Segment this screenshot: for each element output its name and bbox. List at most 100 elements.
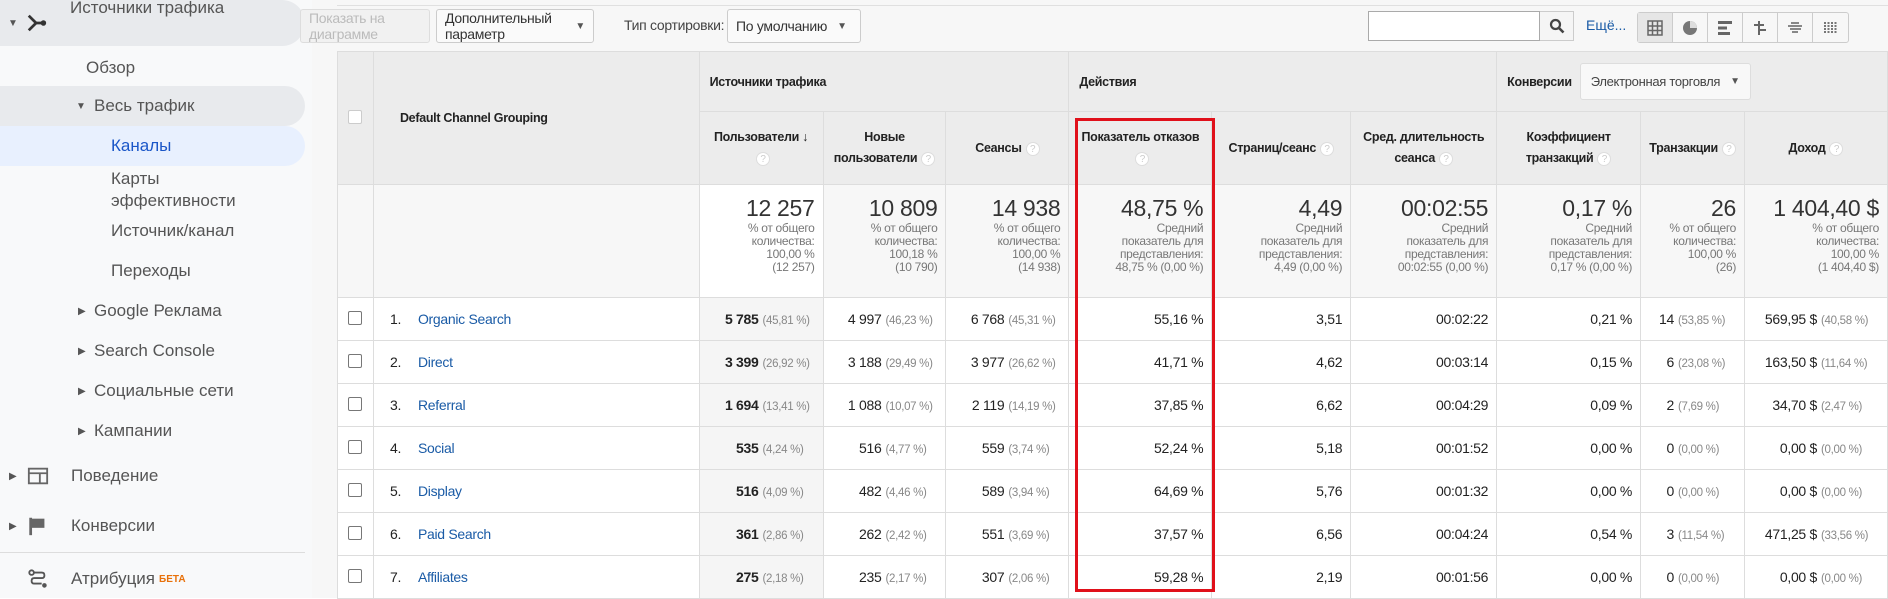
dropdown-label: Дополнительный параметр [445, 10, 552, 42]
help-icon[interactable]: ? [1025, 141, 1040, 156]
comparison-view-icon[interactable] [1743, 13, 1778, 42]
sidebar-label: Атрибуция [71, 569, 156, 588]
cell-value: 516 [859, 440, 882, 456]
sidebar-item-channels[interactable]: Каналы [0, 126, 305, 166]
cell-value: 5,18 [1316, 440, 1343, 456]
total-note: (12 257) [772, 260, 815, 274]
row-checkbox[interactable] [348, 439, 363, 454]
cell-value: 37,85 % [1154, 397, 1204, 413]
cell-percent: (11,54 %) [1678, 530, 1725, 542]
channel-link[interactable]: Paid Search [417, 526, 491, 542]
cell-value: 00:01:56 [1436, 569, 1489, 585]
help-icon[interactable]: ? [1135, 152, 1150, 166]
sidebar-item-google-ads[interactable]: ▶ Google Реклама [0, 294, 305, 328]
column-header-pages-per-session[interactable]: Страниц/сеанс? [1211, 111, 1352, 185]
pivot-view-icon[interactable] [1813, 13, 1848, 42]
search-input[interactable] [1368, 11, 1540, 41]
help-icon[interactable]: ? [1721, 141, 1736, 156]
sidebar-item-search-console[interactable]: ▶ Search Console [0, 334, 305, 368]
sidebar-item-acquisition[interactable]: ▼ Источники трафика [0, 0, 305, 46]
total-note: (1 404,40 $) [1817, 260, 1879, 274]
row-checkbox[interactable] [348, 310, 363, 325]
select-all-checkbox[interactable] [348, 109, 363, 124]
sidebar-item-conversions[interactable]: ▶ Конверсии [0, 508, 305, 544]
column-header-label: Страниц/сеанс [1228, 140, 1317, 155]
row-checkbox[interactable] [348, 353, 363, 368]
pie-view-icon[interactable] [1673, 13, 1708, 42]
caret-right-icon: ▶ [9, 470, 17, 482]
channel-link[interactable]: Affiliates [417, 569, 468, 585]
column-header-transaction-rate[interactable]: Коэффициент транзакций? [1496, 111, 1642, 185]
row-select-cell [337, 297, 374, 341]
total-note: Средний [1585, 221, 1633, 235]
help-icon[interactable]: ? [1320, 141, 1335, 156]
column-header-avg-session-duration[interactable]: Сред. длительность сеанса? [1350, 111, 1498, 185]
cell-percent: (4,46 %) [885, 487, 927, 499]
help-icon[interactable]: ? [756, 152, 771, 166]
sidebar-item-campaigns[interactable]: ▶ Кампании [0, 414, 305, 448]
table-view-icon[interactable] [1638, 13, 1673, 42]
row-checkbox[interactable] [348, 568, 363, 583]
column-header-bounce-rate[interactable]: Показатель отказов? [1068, 111, 1213, 185]
term-cloud-icon[interactable] [1778, 13, 1813, 42]
help-icon[interactable]: ? [1597, 152, 1612, 166]
cell-new-users: 516 (4,77 %) [822, 426, 947, 470]
sidebar-item-attribution[interactable]: Атрибуция БЕТА [0, 562, 305, 596]
cell-value: 41,71 % [1154, 354, 1204, 370]
help-icon[interactable]: ? [1439, 152, 1454, 166]
dropdown-arrow-icon: ▼ [575, 20, 585, 32]
caret-down-icon: ▼ [8, 17, 18, 29]
goal-select-dropdown[interactable]: Электронная торговля ▼ [1579, 63, 1751, 100]
secondary-dimension-dropdown[interactable]: Дополнительный параметр ▼ [436, 9, 594, 43]
cell-value: 6 [1666, 354, 1675, 370]
column-header-transactions[interactable]: Транзакции? [1640, 111, 1746, 185]
sidebar-item-overview[interactable]: Обзор [0, 52, 305, 84]
row-number: 7. [389, 569, 402, 585]
row-checkbox[interactable] [348, 525, 363, 540]
sort-type-dropdown[interactable]: По умолчанию ▼ [727, 9, 861, 43]
column-header-revenue[interactable]: Доход? [1744, 111, 1888, 185]
column-header-sessions[interactable]: Сеансы? [945, 111, 1070, 185]
channel-link[interactable]: Display [417, 483, 462, 499]
search-button[interactable] [1540, 11, 1574, 41]
channel-link[interactable]: Direct [417, 354, 453, 370]
more-link[interactable]: Ещё... [1586, 17, 1627, 33]
cell-value: 0,00 % [1590, 569, 1633, 585]
total-note: показатель для [1406, 234, 1489, 248]
column-header-users[interactable]: Пользователи ↓? [698, 111, 824, 185]
cell-percent: (3,74 %) [1008, 444, 1050, 456]
channel-link[interactable]: Organic Search [417, 311, 512, 327]
report-table: Default Channel Grouping Источники трафи… [337, 51, 1888, 599]
performance-view-icon[interactable] [1708, 13, 1743, 42]
cell-value: 00:03:14 [1436, 354, 1489, 370]
total-note: % от общего [870, 221, 938, 235]
sidebar-label: Search Console [94, 341, 215, 360]
sidebar-item-source-medium[interactable]: Источник/канал [0, 214, 305, 248]
row-checkbox[interactable] [348, 482, 363, 497]
caret-right-icon: ▶ [78, 305, 86, 317]
dropdown-arrow-icon: ▼ [837, 20, 847, 32]
channel-link[interactable]: Social [417, 440, 455, 456]
cell-value: 516 [736, 483, 759, 499]
cell-pages-per-session: 4,62 [1211, 340, 1352, 384]
dimension-header[interactable]: Default Channel Grouping [372, 51, 700, 185]
sidebar-item-behavior[interactable]: ▶ Поведение [0, 458, 305, 494]
sidebar-item-referrals[interactable]: Переходы [0, 254, 305, 288]
cell-value: 535 [736, 440, 759, 456]
column-header-new-users[interactable]: Новые пользователи? [822, 111, 947, 185]
column-header-label: Транзакции [1649, 140, 1718, 155]
sidebar-item-treemaps[interactable]: Карты эффективности [0, 168, 240, 212]
help-icon[interactable]: ? [1829, 141, 1844, 156]
cell-value: 00:04:29 [1436, 397, 1489, 413]
sidebar-item-all-traffic[interactable]: ▼ Весь трафик [0, 86, 305, 126]
row-checkbox[interactable] [348, 396, 363, 411]
column-header-label: Новые пользователи [833, 130, 918, 165]
plot-rows-button[interactable]: Показать на диаграмме [300, 9, 430, 43]
channel-link[interactable]: Referral [417, 397, 466, 413]
total-pages-per-session: 4,49 Средний показатель для представления: 4… [1211, 184, 1352, 298]
caret-right-icon: ▶ [9, 520, 17, 532]
sidebar-item-social[interactable]: ▶ Социальные сети [0, 374, 305, 408]
row-number: 2. [389, 354, 402, 370]
cell-pages-per-session: 3,51 [1211, 297, 1352, 341]
help-icon[interactable]: ? [921, 152, 936, 166]
